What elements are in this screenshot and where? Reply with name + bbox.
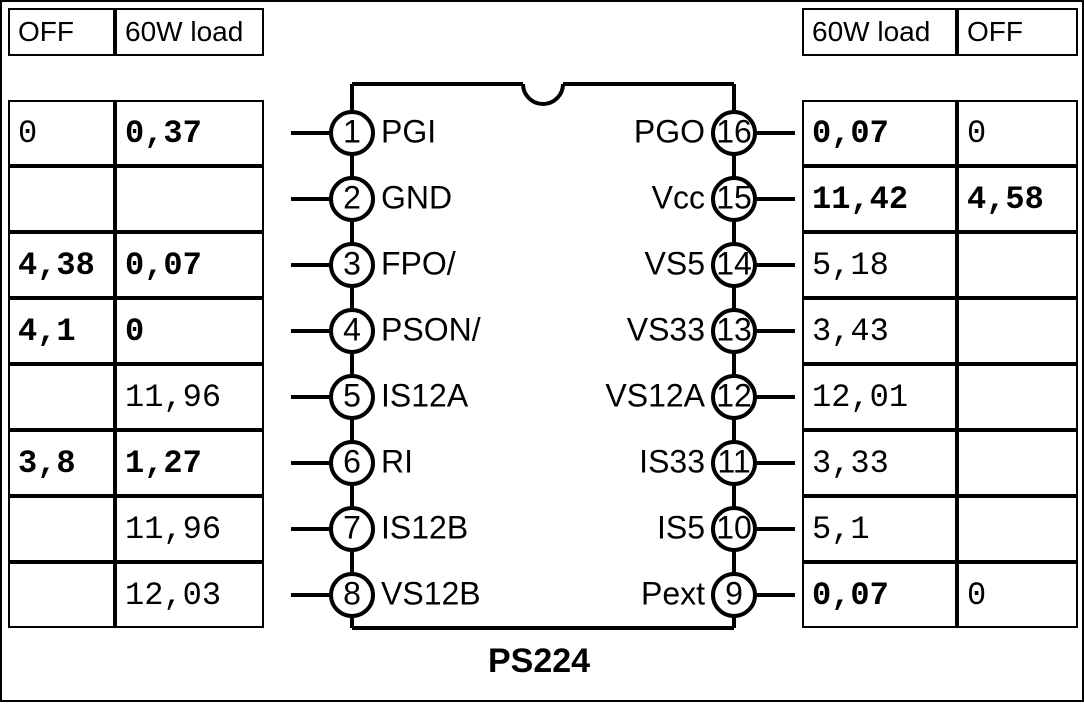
pin-number-5: 5	[343, 377, 361, 413]
pin-number-4: 4	[343, 311, 361, 347]
pin-name-6: RI	[381, 443, 413, 479]
pinout-diagram: OFF60W load60W loadOFF00,370,07011,424,5…	[0, 0, 1084, 702]
pin-number-7: 7	[343, 509, 361, 545]
pin-number-1: 1	[343, 113, 361, 149]
pin-name-16: PGO	[634, 113, 705, 149]
pin-number-11: 11	[717, 443, 750, 479]
pin-name-7: IS12B	[381, 509, 468, 545]
pin-name-3: FPO/	[381, 245, 456, 281]
pin-number-6: 6	[343, 443, 361, 479]
pin-number-8: 8	[343, 575, 361, 611]
chip-svg: 1 PGI 16 PGO 2 GND 15 Vcc 3 FPO/14 VS5 4 PSON/13 VS33…	[2, 2, 1084, 704]
pin-name-12: VS12A	[605, 377, 705, 413]
pin-name-8: VS12B	[381, 575, 481, 611]
pin-number-16: 16	[716, 113, 752, 149]
chip-name: PS224	[488, 642, 590, 681]
pin-number-14: 14	[716, 245, 752, 281]
pin-name-15: Vcc	[652, 179, 705, 215]
pin-number-3: 3	[343, 245, 361, 281]
pin-name-13: VS33	[627, 311, 705, 347]
pin-name-4: PSON/	[381, 311, 481, 347]
pin-number-15: 15	[716, 179, 752, 215]
pin-number-9: 9	[725, 575, 743, 611]
pin-number-12: 12	[716, 377, 752, 413]
pin-name-14: VS5	[645, 245, 705, 281]
pin-name-10: IS5	[657, 509, 705, 545]
pin-name-11: IS33	[639, 443, 705, 479]
pin-number-13: 13	[716, 311, 752, 347]
pin-name-5: IS12A	[381, 377, 469, 413]
pin-number-2: 2	[343, 179, 361, 215]
pin-name-9: Pext	[641, 575, 705, 611]
pin-name-2: GND	[381, 179, 452, 215]
pin-number-10: 10	[716, 509, 752, 545]
pin-name-1: PGI	[381, 113, 436, 149]
